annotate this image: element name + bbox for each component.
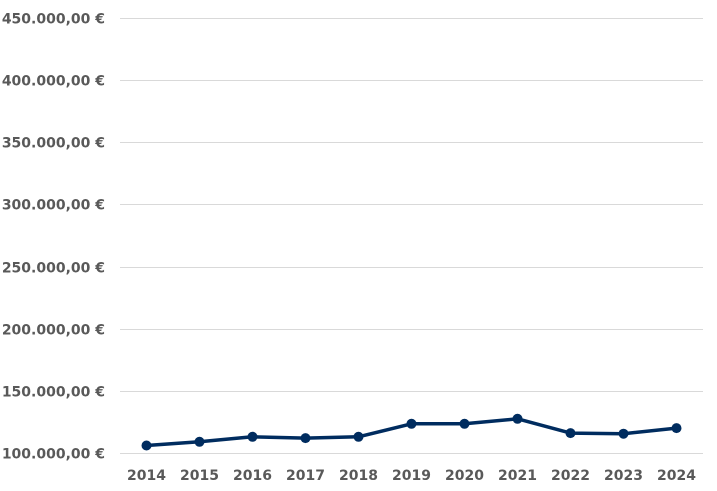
x-tick-label: 2017 bbox=[286, 468, 325, 484]
y-tick-label: 200.000,00 € bbox=[2, 323, 105, 339]
y-tick-label: 150.000,00 € bbox=[2, 385, 105, 401]
x-tick-label: 2020 bbox=[445, 468, 484, 484]
x-tick-label: 2015 bbox=[180, 468, 219, 484]
y-axis: 100.000,00 € 150.000,00 € 200.000,00 € 250.… bbox=[2, 12, 105, 463]
y-tick-label: 450.000,00 € bbox=[2, 12, 105, 28]
x-tick-label: 2019 bbox=[392, 468, 431, 484]
data-point-2018 bbox=[353, 431, 364, 442]
x-tick-label: 2023 bbox=[604, 468, 643, 484]
y-tick-label: 400.000,00 € bbox=[2, 74, 105, 90]
x-tick-label: 2024 bbox=[657, 468, 696, 484]
x-tick-label: 2018 bbox=[339, 468, 378, 484]
data-point-2014 bbox=[141, 440, 152, 451]
y-tick-label: 100.000,00 € bbox=[2, 447, 105, 463]
x-axis: 2014 2015 2016 2017 2018 2019 2020 2021 2022 2023… bbox=[127, 468, 696, 484]
data-point-2020 bbox=[459, 418, 470, 429]
series-area bbox=[141, 413, 682, 451]
data-point-2019 bbox=[406, 418, 417, 429]
data-point-2015 bbox=[194, 436, 205, 447]
data-point-2023 bbox=[618, 428, 629, 439]
data-point-2024 bbox=[671, 423, 682, 434]
data-point-2016 bbox=[247, 431, 258, 442]
x-tick-label: 2021 bbox=[498, 468, 537, 484]
y-tick-label: 300.000,00 € bbox=[2, 198, 105, 214]
x-tick-label: 2022 bbox=[551, 468, 590, 484]
data-point-2022 bbox=[565, 428, 576, 439]
x-tick-label: 2014 bbox=[127, 468, 166, 484]
data-point-2017 bbox=[300, 433, 311, 444]
gridlines bbox=[120, 18, 703, 454]
y-tick-label: 350.000,00 € bbox=[2, 136, 105, 152]
x-tick-label: 2016 bbox=[233, 468, 272, 484]
y-tick-label: 250.000,00 € bbox=[2, 261, 105, 277]
data-point-2021 bbox=[512, 413, 523, 424]
